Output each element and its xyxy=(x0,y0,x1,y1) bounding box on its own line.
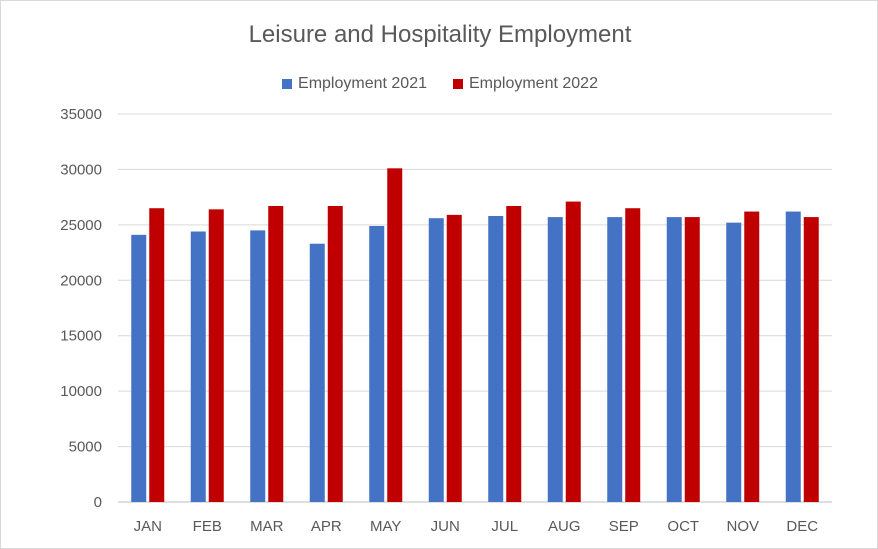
bar-2021-oct xyxy=(666,217,682,502)
bar-2022-mar xyxy=(268,206,284,503)
x-tick-label: OCT xyxy=(667,518,699,535)
x-tick-label: DEC xyxy=(786,518,818,535)
y-tick-label: 0 xyxy=(94,494,102,511)
bar-2021-jun xyxy=(428,218,444,502)
legend-swatch-2022 xyxy=(453,79,463,89)
bar-2022-sep xyxy=(625,208,641,502)
chart-title: Leisure and Hospitality Employment xyxy=(248,21,632,48)
x-tick-label: MAR xyxy=(250,518,284,535)
bar-2022-jan xyxy=(149,208,165,502)
x-tick-label: JUL xyxy=(491,518,518,535)
x-tick-label: JUN xyxy=(431,518,460,535)
bar-2022-apr xyxy=(327,206,343,503)
bar-2022-may xyxy=(387,168,403,502)
x-tick-label: JAN xyxy=(134,518,162,535)
legend-item-2021: Employment 2021 xyxy=(282,75,427,93)
y-tick-label: 25000 xyxy=(60,217,102,234)
bar-2022-aug xyxy=(565,201,581,502)
bar-2021-dec xyxy=(785,211,801,502)
legend-label-2021: Employment 2021 xyxy=(298,75,427,92)
bar-2022-nov xyxy=(744,211,760,502)
y-tick-label: 30000 xyxy=(60,161,102,178)
bar-2021-jul xyxy=(488,215,504,502)
bar-2021-aug xyxy=(547,217,563,502)
bar-2021-mar xyxy=(250,230,266,502)
legend-swatch-2021 xyxy=(282,79,293,89)
bar-2022-oct xyxy=(684,217,700,502)
x-tick-label: AUG xyxy=(548,518,581,535)
x-tick-label: MAY xyxy=(370,518,401,535)
bar-2022-dec xyxy=(803,217,819,502)
bar-2021-feb xyxy=(190,231,206,502)
x-tick-label: SEP xyxy=(609,518,639,535)
bar-2022-jul xyxy=(506,206,522,503)
x-tick-label: NOV xyxy=(726,518,759,535)
x-tick-label: APR xyxy=(311,518,342,535)
bar-2021-may xyxy=(369,225,385,503)
bar-2021-sep xyxy=(607,217,623,502)
legend-item-2022: Employment 2022 xyxy=(453,75,598,93)
y-tick-label: 10000 xyxy=(60,383,102,400)
y-tick-label: 15000 xyxy=(60,328,102,345)
y-tick-label: 35000 xyxy=(60,106,102,123)
y-tick-label: 20000 xyxy=(60,272,102,289)
bar-2021-nov xyxy=(726,222,742,502)
bar-2022-jun xyxy=(446,214,462,502)
y-tick-label: 5000 xyxy=(69,439,102,456)
chart-legend: Employment 2021 Employment 2022 xyxy=(1,75,878,93)
legend-label-2022: Employment 2022 xyxy=(469,75,598,92)
bar-2021-apr xyxy=(309,243,325,502)
bar-2021-jan xyxy=(131,234,147,502)
x-tick-label: FEB xyxy=(193,518,222,535)
bar-2022-feb xyxy=(208,209,224,502)
